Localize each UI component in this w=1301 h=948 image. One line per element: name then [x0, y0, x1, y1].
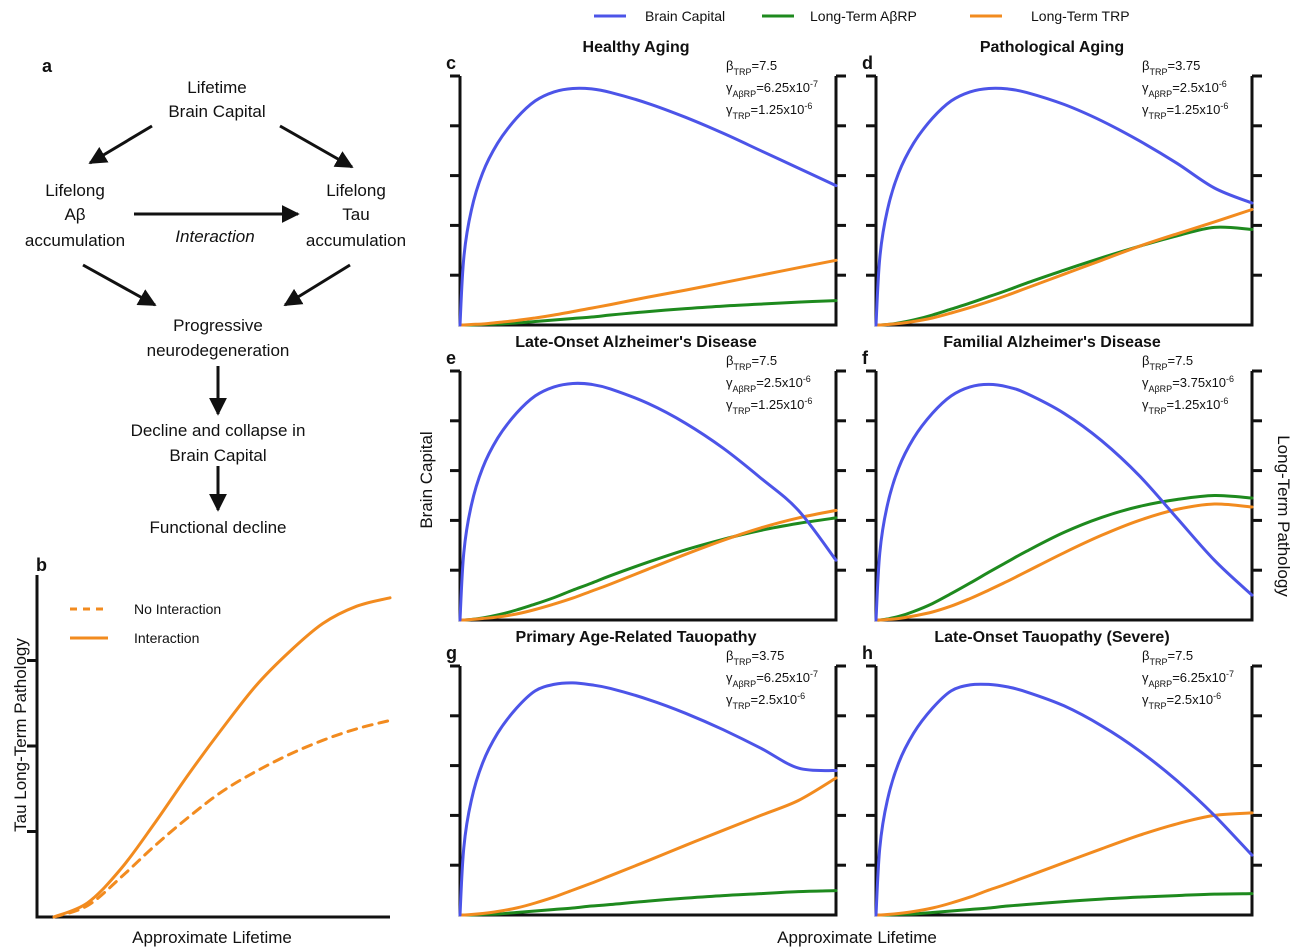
panel-g-series-brain-capital [458, 681, 838, 917]
panel-b-xlabel: Approximate Lifetime [132, 928, 292, 947]
panel-f-series-brain-capital [874, 382, 1254, 622]
legend-label-trp: Long-Term TRP [1031, 8, 1130, 24]
node-decline-line2: Brain Capital [169, 446, 266, 465]
node-neuro-line2: neurodegeneration [147, 341, 290, 360]
param-gamma-trp: γTRP=1.25x10-6 [726, 101, 812, 121]
panel-f-series-long-term-trp [874, 502, 1254, 622]
panel-g: g Primary Age-Related Tauopathy βTRP=3.75 γ… [446, 629, 846, 917]
panel-d: d Pathological Aging βTRP=3.75 γAβRP=2.5x10… [862, 39, 1262, 327]
panel-h-series-long-term-a-rp [874, 892, 1254, 917]
shared-ylabel-left: Brain Capital [417, 431, 436, 528]
param-beta-trp: βTRP=3.75 [1142, 58, 1200, 77]
param-beta-trp: βTRP=7.5 [726, 353, 777, 372]
node-abeta-line3: accumulation [25, 231, 125, 250]
param-gamma-trp: γTRP=2.5x10-6 [726, 691, 805, 711]
panel-letter-g: g [446, 643, 457, 663]
legend-label-brain-capital: Brain Capital [645, 8, 725, 24]
node-abeta-line2: Aβ [64, 205, 85, 224]
param-gamma-abrp: γAβRP=6.25x10-7 [1142, 669, 1234, 689]
panel-g-series-long-term-trp [458, 776, 838, 917]
node-neuro-line1: Progressive [173, 316, 263, 335]
panel-title-f: Familial Alzheimer's Disease [943, 334, 1161, 351]
panel-title-g: Primary Age-Related Tauopathy [516, 629, 757, 646]
panel-title-d: Pathological Aging [980, 39, 1124, 56]
shared-xlabel: Approximate Lifetime [777, 928, 937, 947]
panel-letter-f: f [862, 348, 869, 368]
arrow-abeta-to-neuro [82, 263, 157, 307]
param-gamma-trp: γTRP=1.25x10-6 [726, 396, 812, 416]
panel-title-e: Late-Onset Alzheimer's Disease [515, 334, 757, 351]
node-lifetime-line1: Lifetime [187, 78, 247, 97]
panel-e: e Late-Onset Alzheimer's Disease βTRP=7.5 γ… [446, 334, 846, 622]
node-abeta-line1: Lifelong [45, 181, 105, 200]
panel-e-series-long-term-trp [458, 508, 838, 622]
param-gamma-trp: γTRP=2.5x10-6 [1142, 691, 1221, 711]
arrow-lifetime-to-tau [279, 124, 354, 169]
panel-letter-h: h [862, 643, 873, 663]
param-beta-trp: βTRP=7.5 [726, 58, 777, 77]
node-lifetime-line2: Brain Capital [168, 102, 265, 121]
panel-f-series-long-term-a-rp [874, 493, 1254, 622]
panel-a: a Lifetime Brain Capital Lifelong Aβ acc… [25, 56, 406, 537]
panel-letter-e: e [446, 348, 456, 368]
panel-b-ylabel: Tau Long-Term Pathology [11, 638, 30, 832]
arrow-lifetime-to-abeta [88, 124, 153, 165]
panel-f: f Familial Alzheimer's Disease βTRP=7.5 γAβ… [862, 334, 1262, 622]
panel-title-h: Late-Onset Tauopathy (Severe) [934, 629, 1169, 646]
panel-h-series-long-term-trp [874, 811, 1254, 917]
param-gamma-abrp: γAβRP=6.25x10-7 [726, 669, 818, 689]
legend-label-no-interaction: No Interaction [134, 601, 221, 617]
panel-c-series-long-term-trp [458, 258, 838, 327]
node-functional: Functional decline [149, 518, 286, 537]
param-gamma-abrp: γAβRP=3.75x10-6 [1142, 374, 1234, 394]
legend-label-interaction: Interaction [134, 630, 199, 646]
panel-g-series-long-term-a-rp [458, 889, 838, 917]
panel-b-plot [27, 575, 392, 919]
node-tau-line3: accumulation [306, 231, 406, 250]
top-legend: Brain Capital Long-Term AβRP Long-Term T… [594, 8, 1130, 24]
param-gamma-abrp: γAβRP=2.5x10-6 [1142, 79, 1227, 99]
panel-d-series-brain-capital [874, 86, 1254, 327]
param-gamma-trp: γTRP=1.25x10-6 [1142, 396, 1228, 416]
param-beta-trp: βTRP=3.75 [726, 648, 784, 667]
panel-b-series-no-interaction [52, 718, 392, 919]
panel-letter-d: d [862, 53, 873, 73]
panel-h-series-brain-capital [874, 682, 1254, 917]
panel-h: h Late-Onset Tauopathy (Severe) βTRP=7.5 γA… [862, 629, 1262, 917]
panel-letter-a: a [42, 56, 53, 76]
panel-e-series-brain-capital [458, 381, 838, 622]
panel-c-series-brain-capital [458, 86, 838, 327]
panel-b-series-interaction [52, 596, 392, 919]
node-tau-line1: Lifelong [326, 181, 386, 200]
panel-letter-b: b [36, 555, 47, 575]
panel-b: b Tau Long-Term Pathology Approximate Li… [11, 555, 392, 947]
panel-c: c Healthy Aging βTRP=7.5 γAβRP=6.25x10-7γTR… [446, 39, 846, 327]
param-beta-trp: βTRP=7.5 [1142, 353, 1193, 372]
param-gamma-abrp: γAβRP=2.5x10-6 [726, 374, 811, 394]
param-gamma-abrp: γAβRP=6.25x10-7 [726, 79, 818, 99]
legend-label-abrp: Long-Term AβRP [810, 8, 917, 24]
arrow-tau-to-neuro [283, 263, 351, 307]
panel-d-series-long-term-a-rp [874, 225, 1254, 327]
panel-title-c: Healthy Aging [583, 39, 690, 56]
node-decline-line1: Decline and collapse in [131, 421, 306, 440]
param-gamma-trp: γTRP=1.25x10-6 [1142, 101, 1228, 121]
panel-letter-c: c [446, 53, 456, 73]
panel-b-axes [35, 575, 390, 919]
shared-ylabel-right: Long-Term Pathology [1274, 435, 1293, 597]
param-beta-trp: βTRP=7.5 [1142, 648, 1193, 667]
interaction-label: Interaction [175, 227, 254, 246]
node-tau-line2: Tau [342, 205, 369, 224]
panel-d-series-long-term-trp [874, 208, 1254, 327]
